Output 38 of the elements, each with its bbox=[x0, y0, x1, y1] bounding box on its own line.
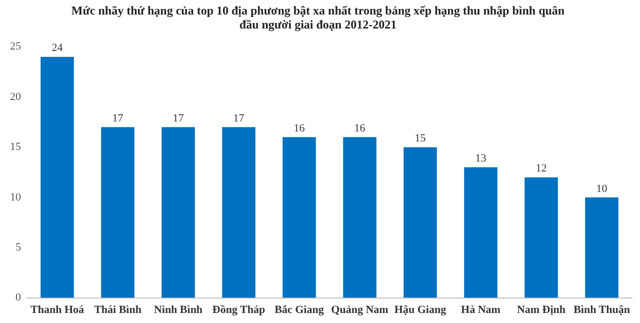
bar bbox=[585, 197, 618, 298]
y-tick-label: 0 bbox=[16, 292, 22, 304]
data-label: 15 bbox=[414, 132, 426, 145]
data-label: 10 bbox=[596, 182, 608, 195]
data-label: 16 bbox=[354, 122, 366, 135]
data-label: 16 bbox=[294, 122, 306, 135]
bar bbox=[404, 147, 437, 298]
x-tick-label: Thanh Hoá bbox=[30, 304, 84, 316]
data-label: 17 bbox=[172, 112, 184, 125]
bar bbox=[222, 127, 256, 298]
x-tick-label: Bình Thuận bbox=[574, 304, 630, 316]
x-tick-label: Thái Bình bbox=[94, 304, 142, 316]
y-tick-label: 5 bbox=[16, 241, 22, 254]
data-label: 13 bbox=[475, 152, 487, 165]
x-tick-label: Quảng Nam bbox=[331, 304, 388, 316]
bar bbox=[343, 137, 376, 298]
y-tick-label: 10 bbox=[10, 191, 22, 204]
x-tick-label: Đồng Tháp bbox=[212, 304, 266, 316]
x-tick-label: Hà Nam bbox=[461, 304, 500, 316]
data-label: 12 bbox=[536, 162, 547, 175]
data-label: 17 bbox=[112, 112, 124, 125]
text: Mức nhãy thứ hạng của top 10 địa phương bật xa nhất trong bảng xếp hạng thu nhập bình quân bbox=[71, 3, 565, 18]
text: đầu người giai đoạn 2012-2021 bbox=[239, 18, 397, 32]
bar bbox=[464, 167, 498, 298]
x-tick-label: Ninh Bình bbox=[154, 304, 203, 316]
x-tick-label: Hậu Giang bbox=[394, 304, 447, 316]
x-tick-label: Nam Định bbox=[516, 304, 566, 316]
data-label: 24 bbox=[52, 42, 64, 54]
bar bbox=[40, 56, 74, 298]
y-tick-label: 15 bbox=[10, 141, 22, 154]
bar bbox=[162, 127, 195, 298]
data-label: 17 bbox=[233, 112, 245, 125]
x-tick-label: Bắc Giang bbox=[274, 304, 324, 316]
bar bbox=[101, 127, 134, 298]
bar bbox=[282, 137, 316, 298]
bar bbox=[524, 177, 558, 298]
y-tick-label: 25 bbox=[10, 40, 22, 53]
y-tick-label: 20 bbox=[10, 90, 22, 103]
